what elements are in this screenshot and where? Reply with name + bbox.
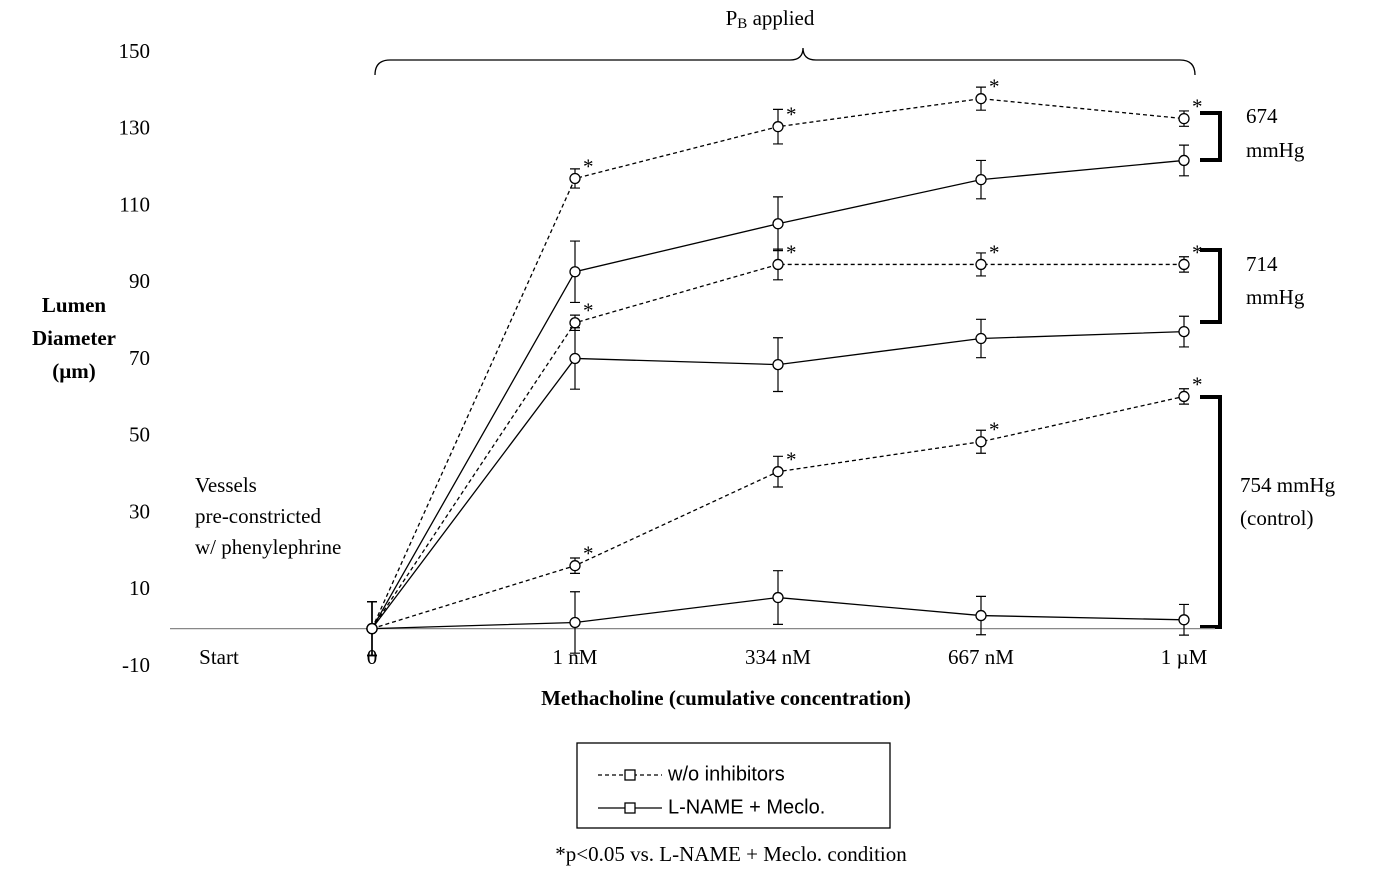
legend-marker — [624, 802, 636, 814]
data-point — [569, 560, 581, 572]
group-label: 714 — [1246, 252, 1278, 276]
significance: * — [1192, 94, 1203, 118]
x-tick-label: 1 µM — [1161, 645, 1208, 669]
x-tick-label: Start — [199, 645, 239, 669]
data-point — [1178, 614, 1190, 626]
legend-label: L-NAME + Meclo. — [668, 796, 825, 818]
top-brace — [374, 47, 1196, 76]
significance: * — [786, 240, 797, 264]
series-line — [371, 263, 1184, 629]
significance: * — [583, 542, 594, 566]
bracket — [1200, 111, 1222, 162]
significance: * — [583, 154, 594, 178]
y-tick-label: 10 — [129, 576, 150, 600]
significance: * — [583, 299, 594, 323]
significance: * — [989, 240, 1000, 264]
data-point — [975, 173, 987, 186]
y-tick-label: 90 — [129, 269, 150, 293]
significance: * — [786, 447, 797, 471]
data-point — [975, 436, 987, 448]
x-tick-label: 334 nM — [745, 645, 811, 669]
data-point — [975, 332, 987, 345]
data-point — [975, 258, 987, 271]
data-point — [569, 172, 581, 185]
group-label: mmHg — [1246, 285, 1305, 309]
significance: * — [786, 102, 797, 126]
data-point — [772, 258, 784, 271]
data-point — [1178, 112, 1190, 125]
y-tick-label: 150 — [119, 39, 151, 63]
data-point — [1178, 390, 1190, 403]
legend-box — [576, 742, 891, 829]
y-tick-label: 130 — [119, 116, 151, 140]
y-tick-label: 70 — [129, 346, 150, 370]
data-point — [772, 466, 784, 478]
top-label-main: P — [726, 6, 738, 30]
y-label: (µm) — [52, 359, 96, 383]
group-label: 754 mmHg — [1240, 473, 1336, 497]
note: w/ phenylephrine — [195, 535, 341, 559]
x-label: Methacholine (cumulative concentration) — [541, 686, 911, 710]
group-label: mmHg — [1246, 138, 1305, 162]
note: pre-constricted — [195, 504, 321, 528]
significance: * — [1192, 372, 1203, 396]
data-point — [1178, 154, 1190, 167]
data-point — [569, 317, 581, 329]
legend-marker — [624, 769, 636, 781]
y-tick-label: 50 — [129, 423, 150, 447]
bracket — [1200, 395, 1222, 629]
data-point — [975, 609, 987, 622]
data-point — [975, 93, 987, 105]
y-tick-label: 110 — [119, 192, 150, 216]
data-point — [1178, 325, 1190, 338]
note: Vessels — [195, 473, 257, 497]
data-point — [366, 622, 378, 635]
bracket — [1200, 248, 1222, 324]
group-label: 674 — [1246, 104, 1278, 128]
data-point — [569, 266, 581, 278]
significance: * — [1192, 240, 1203, 264]
data-point — [569, 352, 581, 365]
data-point — [772, 358, 784, 371]
y-label: Lumen — [42, 293, 107, 317]
footnote: *p<0.05 vs. L-NAME + Meclo. condition — [555, 842, 907, 866]
significance: * — [989, 74, 1000, 98]
top-label: PB applied — [726, 6, 815, 33]
legend-label: w/o inhibitors — [667, 763, 785, 785]
group-label: (control) — [1240, 506, 1313, 530]
data-point — [569, 616, 581, 629]
significance: * — [989, 418, 1000, 442]
y-tick-label: 30 — [129, 499, 150, 523]
data-point — [772, 218, 784, 230]
data-point — [772, 591, 784, 604]
y-label: Diameter — [32, 326, 116, 350]
top-label-rest: applied — [747, 6, 815, 30]
data-point — [1178, 258, 1190, 271]
top-label-sub: B — [737, 16, 747, 32]
x-tick-label: 0 — [367, 645, 378, 669]
x-tick-label: 667 nM — [948, 645, 1014, 669]
data-point — [772, 121, 784, 133]
y-tick-label: -10 — [122, 653, 150, 677]
